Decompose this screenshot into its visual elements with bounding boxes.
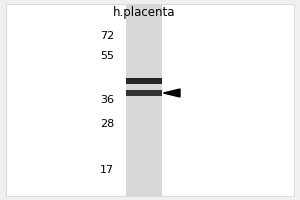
Text: 55: 55 bbox=[100, 51, 114, 61]
Text: h.placenta: h.placenta bbox=[113, 6, 175, 19]
Polygon shape bbox=[164, 89, 180, 97]
FancyBboxPatch shape bbox=[126, 4, 162, 196]
Text: 36: 36 bbox=[100, 95, 114, 105]
FancyBboxPatch shape bbox=[126, 90, 162, 96]
Text: 28: 28 bbox=[100, 119, 114, 129]
Text: 17: 17 bbox=[100, 165, 114, 175]
FancyBboxPatch shape bbox=[6, 4, 294, 196]
Text: 72: 72 bbox=[100, 31, 114, 41]
FancyBboxPatch shape bbox=[126, 78, 162, 84]
